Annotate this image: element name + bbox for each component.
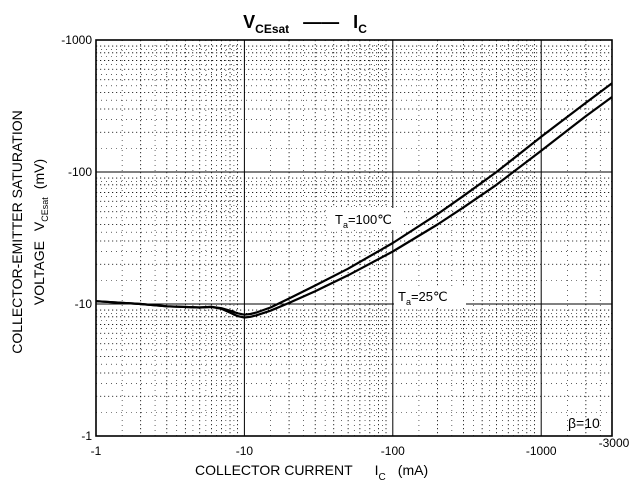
y-tick-label: -100 [68,165,92,179]
series-label-100c: Ta=100℃ [328,208,402,230]
x-axis-label-text: COLLECTOR CURRENT [195,462,353,478]
x-tick-labels: -1 -10 -100 -1000 -3000 [91,436,630,458]
title-v: V [243,12,255,32]
x-tick-label: -1 [91,444,102,458]
y-axis-label-line2: VOLTAGE VCEsat (mV) [31,159,50,305]
y-tick-label: -1 [81,429,92,443]
minor-grid [96,40,613,436]
x-tick-label: -1000 [526,444,557,458]
beta-annotation: β=10 [568,415,600,431]
series-label-100c-sub: a [343,220,348,230]
curves [95,82,613,319]
x-axis-label-sym: I [375,462,379,478]
title-i: I [353,12,358,32]
y-tick-label: -10 [75,297,93,311]
title-sep: —— [303,12,339,32]
series-label-25c-sub: a [406,297,411,307]
x-axis-label-sub: C [379,472,386,483]
title-v-sub: CEsat [255,22,289,36]
x-tick-label: -3000 [599,436,630,450]
series-line-100c [95,82,613,316]
y-axis-label-line1: COLLECTOR-EMITTER SATURATION [9,110,25,353]
series-label-100c-rest: =100℃ [348,212,392,227]
x-tick-label: -10 [236,444,254,458]
series-label-100c-t: T [335,212,343,227]
x-axis-label: COLLECTOR CURRENT IC (mA) [195,462,428,483]
svg-text:Ta=100℃: Ta=100℃ [335,212,392,230]
x-tick-label: -100 [381,444,405,458]
y-axis-label-unit: (mV) [31,159,47,189]
plot-frame [95,39,613,437]
series-label-25c-rest: =25℃ [411,289,448,304]
series-line-25c [95,96,613,319]
y-axis-label-sub: CEsat [40,197,50,222]
y-axis-label-voltage: VOLTAGE [31,241,47,305]
y-tick-labels: -1 -10 -100 -1000 [61,33,92,443]
svg-text:Ta=25℃: Ta=25℃ [398,289,448,307]
series-label-25c-t: T [398,289,406,304]
title-i-sub: C [358,22,367,36]
series-label-25c: Ta=25℃ [394,286,466,308]
y-tick-label: -1000 [61,33,92,47]
x-axis-label-unit: (mA) [398,462,428,478]
y-axis-label-sym: V [31,221,47,231]
chart-title: VCEsat —— IC [243,12,367,36]
